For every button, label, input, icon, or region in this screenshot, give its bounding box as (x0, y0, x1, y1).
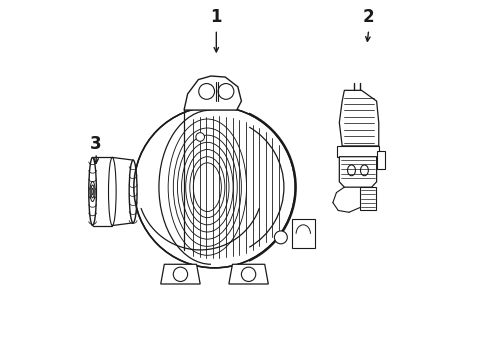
Ellipse shape (347, 165, 355, 176)
Polygon shape (339, 90, 379, 146)
Circle shape (173, 267, 188, 282)
Ellipse shape (108, 157, 116, 226)
Text: 3: 3 (90, 135, 102, 153)
Polygon shape (337, 146, 379, 157)
Circle shape (196, 133, 204, 141)
Polygon shape (184, 76, 242, 110)
Circle shape (242, 267, 256, 282)
Circle shape (134, 107, 295, 268)
Ellipse shape (361, 165, 368, 176)
Ellipse shape (90, 181, 95, 202)
Polygon shape (229, 264, 269, 284)
Ellipse shape (91, 185, 94, 198)
Ellipse shape (92, 188, 94, 195)
Text: 2: 2 (363, 8, 374, 26)
Polygon shape (360, 187, 376, 211)
Circle shape (218, 84, 234, 99)
Polygon shape (292, 220, 315, 248)
Polygon shape (161, 264, 200, 284)
Circle shape (199, 84, 215, 99)
Ellipse shape (89, 157, 97, 226)
Text: 1: 1 (211, 8, 222, 26)
Polygon shape (339, 157, 377, 187)
Polygon shape (377, 151, 385, 169)
Circle shape (274, 231, 287, 244)
Ellipse shape (129, 160, 137, 223)
